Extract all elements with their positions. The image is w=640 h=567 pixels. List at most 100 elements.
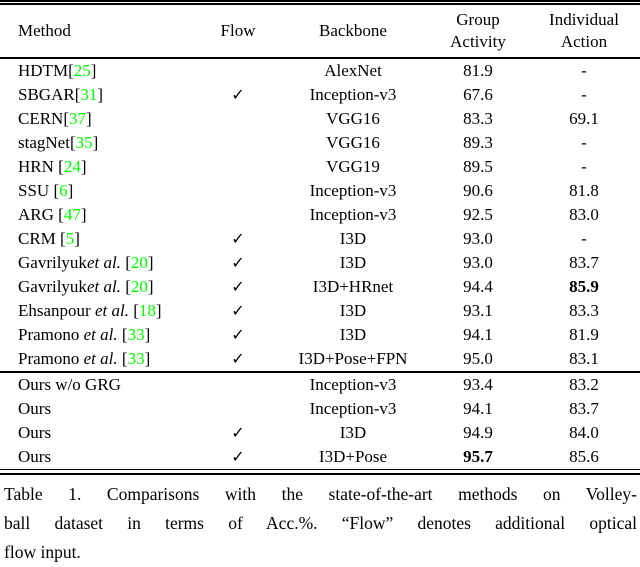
citation-link[interactable]: 25 xyxy=(73,61,91,80)
method-etal: et al. xyxy=(83,325,118,344)
individual-action-cell: - xyxy=(581,229,587,248)
cite-bracket-open: [ xyxy=(63,109,70,128)
citation-link[interactable]: 20 xyxy=(130,277,148,296)
method-cell: SSU [6] xyxy=(0,181,198,201)
cite-bracket-close: ] xyxy=(147,277,154,296)
table-caption: Table 1. Comparisons with the state-of-t… xyxy=(0,475,640,567)
backbone-cell: VGG19 xyxy=(326,157,380,176)
group-activity-cell: 81.9 xyxy=(463,61,493,80)
group-activity-cell: 94.9 xyxy=(463,423,493,442)
section-separator-rule xyxy=(0,371,640,373)
flow-checkmark: ✓ xyxy=(231,327,245,344)
citation-link[interactable]: 33 xyxy=(127,325,145,344)
cite-bracket-close: ] xyxy=(144,325,151,344)
method-name: stagNet xyxy=(18,133,70,152)
individual-action-cell: 69.1 xyxy=(569,109,599,128)
cite-bracket-close: ] xyxy=(90,61,97,80)
cite-bracket-close: ] xyxy=(147,253,154,272)
method-name: HDTM xyxy=(18,61,69,80)
column-header-group-activity: Group Activity xyxy=(428,9,528,53)
citation-link[interactable]: 37 xyxy=(69,109,87,128)
group-activity-cell: 93.1 xyxy=(463,301,493,320)
backbone-cell: I3D+Pose+FPN xyxy=(298,349,408,368)
citation-link[interactable]: 24 xyxy=(63,157,81,176)
citation-link[interactable]: 47 xyxy=(63,205,81,224)
citation-link[interactable]: 18 xyxy=(138,301,156,320)
individual-action-cell: 81.9 xyxy=(569,325,599,344)
cite-bracket-open: [ xyxy=(128,301,139,320)
table-row: Ehsanpour et al. [18] ✓ I3D 93.1 83.3 xyxy=(0,299,640,323)
group-activity-cell: 89.3 xyxy=(463,133,493,152)
flow-checkmark: ✓ xyxy=(231,279,245,296)
flow-checkmark: ✓ xyxy=(231,231,245,248)
table-row: Gavrilyuket al. [20] ✓ I3D 93.0 83.7 xyxy=(0,251,640,275)
group-activity-cell: 94.4 xyxy=(463,277,493,296)
group-activity-cell: 93.0 xyxy=(463,253,493,272)
table-row: CRM [5] ✓ I3D 93.0 - xyxy=(0,227,640,251)
backbone-cell: I3D xyxy=(339,301,367,320)
column-header-backbone: Backbone xyxy=(319,21,387,40)
citation-link[interactable]: 35 xyxy=(75,133,93,152)
method-cell: Gavrilyuket al. [20] xyxy=(0,253,198,273)
method-name: SSU xyxy=(18,181,54,200)
citation-link[interactable]: 33 xyxy=(127,349,145,368)
flow-checkmark: ✓ xyxy=(231,351,245,368)
individual-action-cell: 81.8 xyxy=(569,181,599,200)
individual-action-cell: 85.9 xyxy=(569,277,599,296)
table-row: stagNet[35] VGG16 89.3 - xyxy=(0,131,640,155)
header-line: Individual xyxy=(549,10,619,29)
individual-action-cell: - xyxy=(581,133,587,152)
backbone-cell: Inception-v3 xyxy=(309,399,397,418)
group-activity-cell: 94.1 xyxy=(463,399,493,418)
method-name: Ours xyxy=(18,423,52,442)
backbone-cell: I3D xyxy=(339,325,367,344)
cite-bracket-open: [ xyxy=(120,253,131,272)
cite-bracket-close: ] xyxy=(155,301,162,320)
group-activity-cell: 94.1 xyxy=(463,325,493,344)
table-row: Ours ✓ I3D+Pose 95.7 85.6 xyxy=(0,445,640,469)
citation-link[interactable]: 5 xyxy=(65,229,75,248)
group-activity-cell: 67.6 xyxy=(463,85,493,104)
method-cell: Ours xyxy=(0,423,198,443)
citation-link[interactable]: 31 xyxy=(80,85,98,104)
group-activity-cell: 89.5 xyxy=(463,157,493,176)
table-row: CERN[37] VGG16 83.3 69.1 xyxy=(0,107,640,131)
flow-checkmark: ✓ xyxy=(231,255,245,272)
citation-link[interactable]: 20 xyxy=(130,253,148,272)
individual-action-cell: 85.6 xyxy=(569,447,599,466)
group-activity-cell: 93.4 xyxy=(463,375,493,394)
header-separator-rule xyxy=(0,57,640,59)
cite-bracket-open: [ xyxy=(120,277,131,296)
method-name: Ours w/o GRG xyxy=(18,375,121,394)
method-cell: stagNet[35] xyxy=(0,133,198,153)
method-cell: Ours xyxy=(0,447,198,467)
cite-bracket-close: ] xyxy=(74,229,80,248)
backbone-cell: Inception-v3 xyxy=(309,181,397,200)
cite-bracket-open: [ xyxy=(117,325,128,344)
backbone-cell: AlexNet xyxy=(324,61,382,80)
caption-line: ball dataset in terms of Acc.%. “Flow” d… xyxy=(4,513,637,533)
table-header-row: Method Flow Backbone Group Activity Indiv… xyxy=(0,5,640,57)
table-row: ARG [47] Inception-v3 92.5 83.0 xyxy=(0,203,640,227)
method-name: Ours xyxy=(18,447,52,466)
method-cell: Gavrilyuket al. [20] xyxy=(0,277,198,297)
column-header-flow: Flow xyxy=(220,21,256,40)
backbone-cell: VGG16 xyxy=(326,133,380,152)
cite-bracket-open: [ xyxy=(117,349,128,368)
group-activity-cell: 95.7 xyxy=(463,447,493,466)
table-row: Ours w/o GRG Inception-v3 93.4 83.2 xyxy=(0,373,640,397)
backbone-cell: VGG16 xyxy=(326,109,380,128)
cite-bracket-open: [ xyxy=(68,61,74,80)
citation-link[interactable]: 6 xyxy=(59,181,68,200)
method-name: HRN xyxy=(18,157,59,176)
cite-bracket-close: ] xyxy=(67,181,74,200)
method-name: Gavrilyuk xyxy=(18,253,87,272)
method-cell: HDTM[25] xyxy=(0,61,198,81)
method-name: CERN xyxy=(18,109,64,128)
cite-bracket-open: [ xyxy=(58,205,64,224)
method-name: Ehsanpour xyxy=(18,301,95,320)
flow-checkmark: ✓ xyxy=(231,449,245,466)
method-etal: et al. xyxy=(83,349,118,368)
table-row: HRN [24] VGG19 89.5 - xyxy=(0,155,640,179)
